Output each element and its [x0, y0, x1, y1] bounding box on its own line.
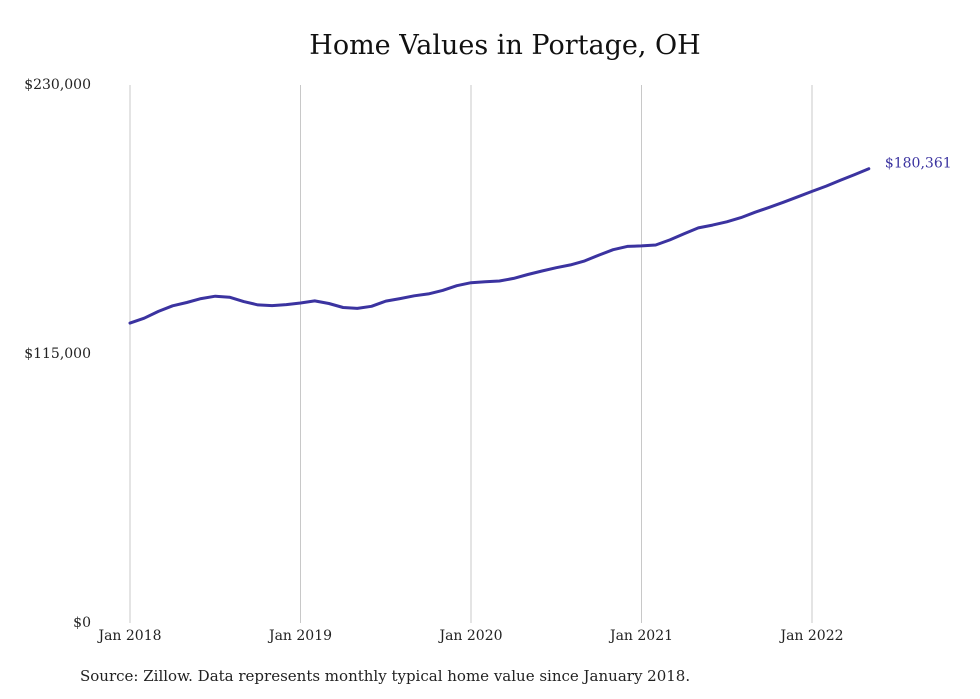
x-tick-label: Jan 2018	[96, 628, 161, 644]
y-tick-label: $115,000	[24, 346, 91, 362]
series-layer	[128, 167, 871, 325]
grid-layer	[129, 85, 813, 623]
source-note: Source: Zillow. Data represents monthly …	[80, 667, 691, 685]
label-layer: $180,361	[885, 156, 952, 172]
x-tick-label: Jan 2022	[778, 628, 843, 644]
axis-layer: Jan 2018 Jan 2019 Jan 2020 Jan 2021 Jan 2022…	[24, 77, 843, 644]
x-tick-label: Jan 2020	[437, 628, 502, 644]
y-tick-label: $230,000	[24, 77, 91, 93]
x-tick-label: Jan 2021	[608, 628, 673, 644]
x-tick-label: Jan 2019	[267, 628, 332, 644]
chart-title: Home Values in Portage, OH	[309, 30, 701, 61]
last-value-label: $180,361	[885, 156, 952, 172]
y-tick-label: $0	[73, 615, 91, 631]
series-line	[128, 167, 871, 325]
